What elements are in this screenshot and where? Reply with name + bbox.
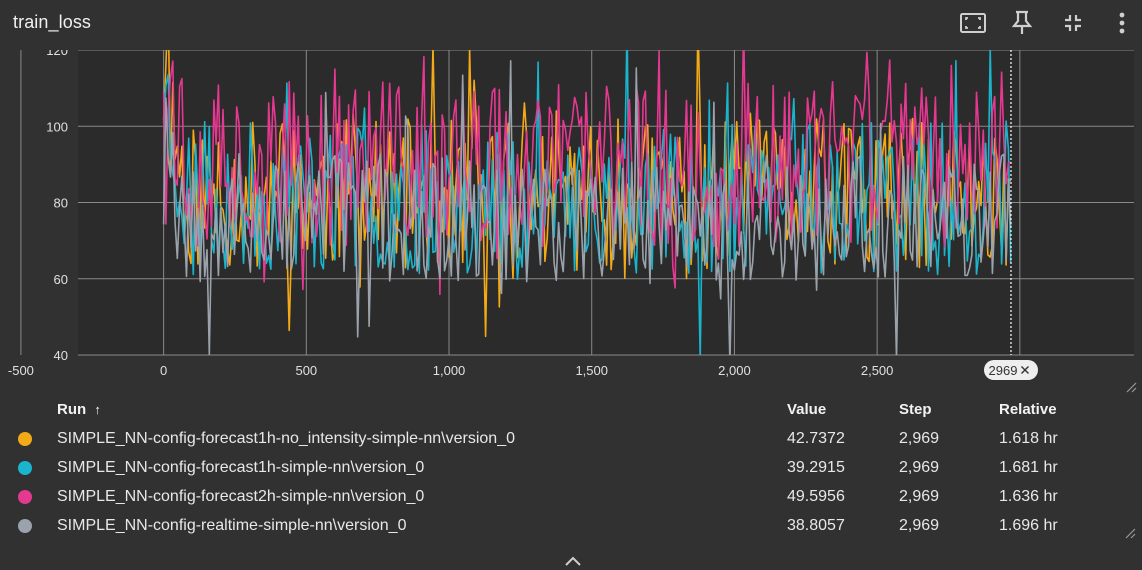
chart-resize-handle[interactable] xyxy=(1126,382,1137,393)
run-relative: 1.618 hr xyxy=(999,430,1058,447)
run-value: 42.7372 xyxy=(787,430,845,447)
run-name: SIMPLE_NN-config-forecast2h-simple-nn\ve… xyxy=(57,488,425,505)
y-tick-label: 80 xyxy=(54,196,68,211)
y-tick-label: 120 xyxy=(46,50,68,58)
y-tick-label: 100 xyxy=(46,119,68,134)
run-relative: 1.696 hr xyxy=(999,517,1058,534)
x-tick-label: -500 xyxy=(8,363,34,378)
table-row: SIMPLE_NN-config-forecast1h-simple-nn\ve… xyxy=(0,453,1142,482)
run-name: SIMPLE_NN-config-forecast1h-simple-nn\ve… xyxy=(57,459,425,476)
cursor-step-badge[interactable] xyxy=(983,360,1038,380)
run-color-swatch xyxy=(18,519,32,533)
more-menu-button[interactable] xyxy=(1105,6,1139,40)
table-resize-handle[interactable] xyxy=(1124,527,1136,539)
x-tick-label: 2,000 xyxy=(718,363,751,378)
x-tick-label: 1,500 xyxy=(575,363,608,378)
series-layer xyxy=(162,50,1012,355)
x-tick-label: 0 xyxy=(160,363,167,378)
collapse-button[interactable] xyxy=(1056,6,1090,40)
run-column-header[interactable]: Run ↑ xyxy=(57,401,101,418)
relative-column-header[interactable]: Relative xyxy=(999,401,1057,418)
collapse-icon xyxy=(1065,15,1081,31)
fit-domain-icon xyxy=(960,13,986,33)
run-step: 2,969 xyxy=(899,488,940,505)
table-row: SIMPLE_NN-config-forecast2h-simple-nn\ve… xyxy=(0,482,1142,511)
close-icon[interactable] xyxy=(1020,366,1029,374)
pin-icon xyxy=(1011,10,1033,34)
pin-button[interactable] xyxy=(1005,6,1039,40)
series-line xyxy=(162,50,1011,296)
more-vert-icon xyxy=(1119,12,1125,34)
table-row: SIMPLE_NN-config-realtime-simple-nn\vers… xyxy=(0,511,1142,540)
run-color-swatch xyxy=(18,461,32,475)
run-value: 38.8057 xyxy=(787,517,845,534)
step-cursor[interactable]: 2969 xyxy=(983,50,1038,380)
fit-domain-button[interactable] xyxy=(956,6,990,40)
table-row: SIMPLE_NN-config-forecast1h-no_intensity… xyxy=(0,424,1142,453)
run-header-label: Run xyxy=(57,401,87,418)
value-column-header[interactable]: Value xyxy=(787,401,827,418)
x-tick-label: 1,000 xyxy=(433,363,466,378)
expand-chevron-up-icon[interactable] xyxy=(563,554,583,568)
run-name: SIMPLE_NN-config-realtime-simple-nn\vers… xyxy=(57,517,407,534)
run-step: 2,969 xyxy=(899,430,940,447)
series-line xyxy=(162,60,1012,355)
run-relative: 1.636 hr xyxy=(999,488,1058,505)
run-relative: 1.681 hr xyxy=(999,459,1058,476)
y-tick-label: 40 xyxy=(54,348,68,363)
x-tick-label: 2,500 xyxy=(861,363,894,378)
step-column-header[interactable]: Step xyxy=(899,401,932,418)
line-chart[interactable]: 40 60 80 100 120 -500 0 500 1,000 1,500 2,000 2,50… xyxy=(0,50,1142,395)
run-color-swatch xyxy=(18,490,32,504)
run-color-swatch xyxy=(18,432,32,446)
sort-arrow-icon: ↑ xyxy=(94,402,101,417)
card-title: train_loss xyxy=(13,12,92,32)
y-tick-label: 60 xyxy=(54,272,68,287)
run-step: 2,969 xyxy=(899,517,940,534)
x-tick-label: 500 xyxy=(295,363,317,378)
y-axis: 40 60 80 100 120 xyxy=(46,50,68,363)
run-value: 39.2915 xyxy=(787,459,845,476)
run-step: 2,969 xyxy=(899,459,940,476)
run-value: 49.5956 xyxy=(787,488,845,505)
cursor-step-label: 2969 xyxy=(989,363,1018,378)
run-name: SIMPLE_NN-config-forecast1h-no_intensity… xyxy=(57,430,515,447)
